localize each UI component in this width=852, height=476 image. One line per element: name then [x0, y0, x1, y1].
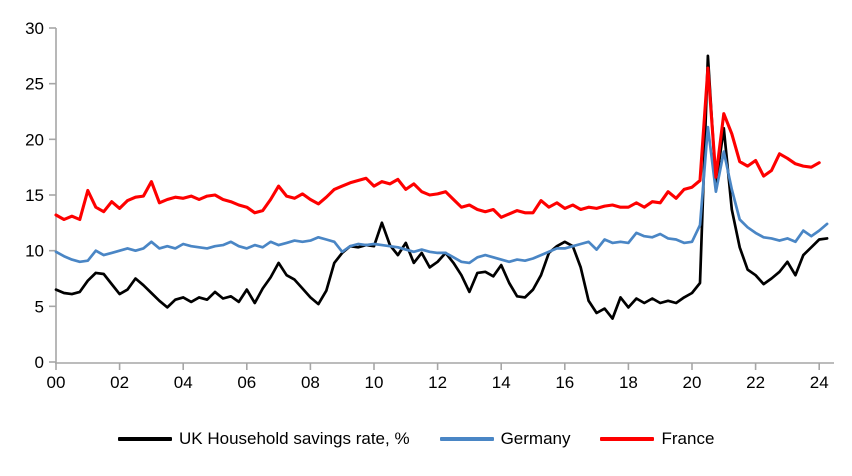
x-tick-label: 20: [683, 373, 702, 392]
y-tick-label: 0: [35, 353, 44, 372]
x-tick-label: 16: [555, 373, 574, 392]
y-tick-label: 20: [25, 130, 44, 149]
france-legend-label: France: [661, 429, 715, 448]
x-tick-label: 12: [428, 373, 447, 392]
chart-legend: UK Household savings rate, % Germany Fra…: [118, 430, 714, 447]
x-tick-label: 06: [237, 373, 256, 392]
x-tick-label: 24: [810, 373, 829, 392]
uk-legend-label: UK Household savings rate, %: [179, 429, 410, 448]
uk-savings-line: [54, 54, 829, 320]
y-tick-label: 5: [35, 297, 44, 316]
x-tick-label: 02: [110, 373, 129, 392]
germany-legend-label: Germany: [500, 429, 571, 448]
x-tick-label: 22: [746, 373, 765, 392]
germany-line: [54, 125, 829, 265]
france-line-swatch: [600, 436, 655, 441]
legend-item-uk: UK Household savings rate, %: [118, 430, 410, 447]
y-tick-label: 15: [25, 186, 44, 205]
x-tick-label: 04: [174, 373, 193, 392]
x-tick-label: 00: [47, 373, 66, 392]
germany-line-swatch: [439, 436, 494, 441]
x-tick-label: 14: [492, 373, 511, 392]
x-tick-label: 18: [619, 373, 638, 392]
y-tick-label: 10: [25, 242, 44, 261]
y-tick-label: 30: [25, 19, 44, 38]
y-tick-label: 25: [25, 75, 44, 94]
chart-canvas: 0 5 10 15 20 25 30 00 02 04 06 08 10 12 14 16 18 20 22 24: [25, 19, 834, 392]
legend-item-germany: Germany: [439, 429, 571, 448]
x-tick-label: 10: [365, 373, 384, 392]
uk-line-swatch: [118, 436, 172, 441]
x-tick-label: 08: [301, 373, 320, 392]
legend-item-france: France: [600, 430, 714, 447]
france-line: [54, 66, 821, 222]
